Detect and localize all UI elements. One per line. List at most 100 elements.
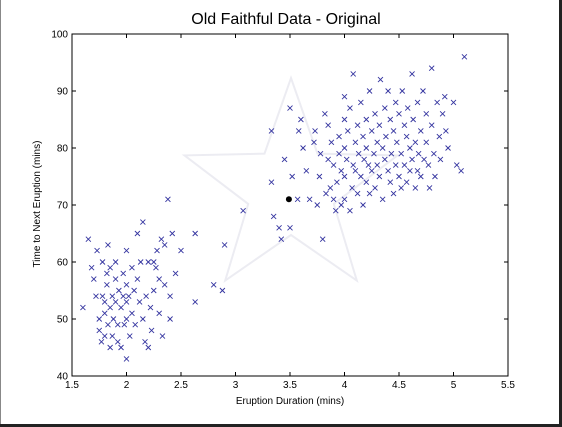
star-watermark-shape [181,74,401,284]
data-point [347,105,353,111]
data-point [420,88,426,94]
data-point [165,196,171,203]
y-tick-label: 100 [51,30,68,41]
data-point [178,247,184,254]
data-point [371,150,377,157]
x-tick-label: 4 [342,380,348,391]
data-point [434,99,440,106]
data-point [382,156,388,163]
data-point [295,128,302,134]
data-point [336,150,342,157]
data-point [142,338,148,345]
data-point [322,110,328,117]
data-point [104,281,110,288]
data-point [368,128,375,134]
data-point [385,167,391,174]
y-axis: 40 50 60 70 80 90 100 [51,30,508,383]
data-point [104,270,110,277]
y-tick-label: 40 [57,372,69,383]
data-point [417,173,424,180]
data-point [350,162,357,168]
data-point [319,236,326,243]
data-point [431,150,437,157]
data-point [126,333,133,339]
data-point [131,287,137,294]
x-axis-label: Eruption Duration (mins) [236,396,344,407]
data-point [450,99,457,106]
data-point [145,259,152,265]
data-point [409,71,415,77]
data-point [350,71,357,77]
data-point [156,276,163,282]
data-point [398,150,404,157]
data-point [289,173,295,180]
plot-border [71,33,509,377]
data-point [311,139,317,146]
data-point [412,185,419,191]
data-point [150,287,157,294]
data-point [358,99,364,106]
data-point [136,299,143,305]
data-point [123,316,130,322]
data-point [363,145,370,151]
data-point [306,196,313,203]
data-point [341,173,348,180]
data-point [192,230,198,237]
x-tick-label: 2 [124,380,130,391]
data-point [98,338,105,345]
data-point [150,259,157,265]
data-point [341,196,348,203]
data-point [107,304,113,311]
data-point [366,190,373,197]
data-point [401,162,408,168]
data-point [415,150,422,157]
data-point [109,293,116,300]
data-point [368,167,375,174]
y-tick-label: 60 [57,258,69,269]
data-point [120,270,127,277]
data-point [341,145,348,151]
data-point [129,310,135,317]
data-point [439,110,446,117]
data-point [354,122,361,129]
data-point [314,202,321,208]
plot-area [71,33,509,377]
data-point [312,128,318,134]
data-point [417,128,424,134]
data-point [240,207,246,214]
data-point [379,145,386,151]
data-point [421,156,427,163]
data-point [341,93,348,100]
frame-bottom-edge [0,424,562,427]
data-point [298,116,304,123]
y-tick-label: 80 [57,144,69,155]
data-point [90,276,97,282]
data-point [93,293,99,300]
data-point [192,299,198,305]
data-point [437,156,444,163]
data-point [137,259,144,265]
data-point [270,213,277,220]
data-point [112,299,119,305]
data-point [327,185,334,191]
data-point [101,333,108,339]
data-point [134,230,141,237]
data-point [334,179,340,186]
data-point [325,156,331,163]
data-point [394,139,400,146]
data-point [96,316,103,322]
data-point [396,110,402,117]
data-point [407,167,413,174]
data-point [118,344,124,351]
data-point [116,287,122,294]
data-point [428,122,435,129]
data-point [423,139,430,146]
data-point [132,321,139,328]
data-point [376,122,383,129]
data-point [143,293,149,300]
frame-left-edge [0,0,1,427]
data-point [341,116,348,123]
data-point [374,162,381,168]
data-point [436,133,443,140]
data-point [336,133,342,140]
